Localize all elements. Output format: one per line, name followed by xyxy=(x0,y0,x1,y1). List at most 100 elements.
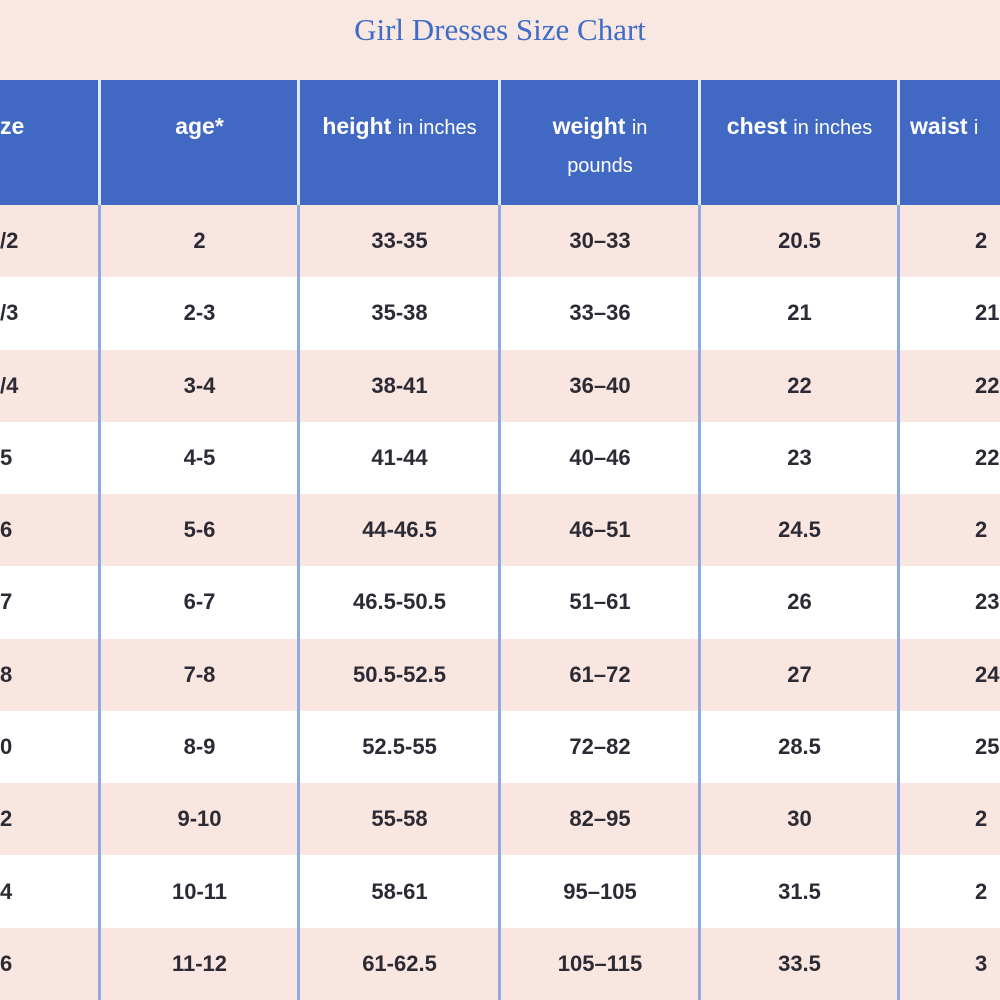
table-cell: 50.5-52.5 xyxy=(299,638,500,711)
table-cell: 52.5-55 xyxy=(299,710,500,784)
header-text: height in inches xyxy=(322,108,476,146)
table-cell: 7 xyxy=(0,566,102,639)
table-cell: 38-41 xyxy=(299,349,500,422)
header-text: weight in pounds xyxy=(536,108,664,184)
table-cell: 2 xyxy=(899,494,1000,567)
table-cell: 105–115 xyxy=(500,927,700,1000)
header-divider xyxy=(897,80,900,205)
table-cell: 0 xyxy=(0,710,102,784)
table-cell: 5 xyxy=(0,421,102,495)
table-cell: 4 xyxy=(0,855,102,928)
table-cell: 20.5 xyxy=(700,205,899,278)
table-cell: 22 xyxy=(899,421,1000,495)
column-divider xyxy=(498,205,501,1000)
table-cell: /4 xyxy=(0,349,102,422)
header-cell: ze xyxy=(0,80,102,205)
table-cell: 30–33 xyxy=(500,205,700,278)
table-cell: 24.5 xyxy=(700,494,899,567)
table-cell: 30 xyxy=(700,783,899,856)
table-cell: 31.5 xyxy=(700,855,899,928)
table-cell: 28.5 xyxy=(700,710,899,784)
table-cell: 2 xyxy=(899,205,1000,278)
table-cell: 2 xyxy=(899,855,1000,928)
chart-title: Girl Dresses Size Chart xyxy=(354,12,646,47)
column-divider xyxy=(897,205,900,1000)
table-cell: 8 xyxy=(0,638,102,711)
table-cell: 41-44 xyxy=(299,421,500,495)
table-cell: 72–82 xyxy=(500,710,700,784)
header-label: chest xyxy=(726,113,787,139)
header-unit: in pounds xyxy=(567,117,648,177)
table-cell: 11-12 xyxy=(100,927,299,1000)
table-cell: 46.5-50.5 xyxy=(299,566,500,639)
header-cell: age* xyxy=(100,80,299,205)
table-cell: 21. xyxy=(899,277,1000,350)
table-cell: 35-38 xyxy=(299,277,500,350)
table-cell: 95–105 xyxy=(500,855,700,928)
table-cell: 55-58 xyxy=(299,783,500,856)
table-cell: 9-10 xyxy=(100,783,299,856)
table-cell: 10-11 xyxy=(100,855,299,928)
table-cell: 61-62.5 xyxy=(299,927,500,1000)
table-cell: 36–40 xyxy=(500,349,700,422)
table-cell: 6 xyxy=(0,494,102,567)
table-cell: 24. xyxy=(899,638,1000,711)
table-cell: /2 xyxy=(0,205,102,278)
table-cell: 33.5 xyxy=(700,927,899,1000)
table-cell: 6 xyxy=(0,927,102,1000)
table-cell: 21 xyxy=(700,277,899,350)
header-label: height xyxy=(322,113,392,139)
table-cell: 26 xyxy=(700,566,899,639)
table-cell: 8-9 xyxy=(100,710,299,784)
table-cell: 33-35 xyxy=(299,205,500,278)
header-text: chest in inches xyxy=(727,108,872,146)
table-cell: 33–36 xyxy=(500,277,700,350)
table-cell: 40–46 xyxy=(500,421,700,495)
table-cell: 2-3 xyxy=(100,277,299,350)
table-cell: 6-7 xyxy=(100,566,299,639)
table-cell: 44-46.5 xyxy=(299,494,500,567)
header-text: waist i xyxy=(910,108,978,146)
header-divider xyxy=(297,80,300,205)
table-cell: 2 xyxy=(899,783,1000,856)
table-cell: 22 xyxy=(899,349,1000,422)
table-cell: 23 xyxy=(700,421,899,495)
header-divider xyxy=(98,80,101,205)
table-cell: 46–51 xyxy=(500,494,700,567)
header-cell: chest in inches xyxy=(700,80,899,205)
table-cell: 3 xyxy=(899,927,1000,1000)
header-unit: i xyxy=(973,117,979,139)
table-cell: /3 xyxy=(0,277,102,350)
table-cell: 3-4 xyxy=(100,349,299,422)
header-text: ze xyxy=(0,108,24,144)
header-unit: in inches xyxy=(793,117,873,139)
column-divider xyxy=(98,205,101,1000)
header-cell: weight in pounds xyxy=(500,80,700,205)
table-cell: 22 xyxy=(700,349,899,422)
table-cell: 2 xyxy=(100,205,299,278)
table-cell: 7-8 xyxy=(100,638,299,711)
table-cell: 23 xyxy=(899,566,1000,639)
table-cell: 25 xyxy=(899,710,1000,784)
header-label: waist xyxy=(910,113,968,139)
header-label: ze xyxy=(0,113,25,139)
table-cell: 27 xyxy=(700,638,899,711)
table-cell: 58-61 xyxy=(299,855,500,928)
header-label: weight xyxy=(552,113,626,139)
table-cell: 2 xyxy=(0,783,102,856)
header-cell: height in inches xyxy=(299,80,500,205)
header-divider xyxy=(698,80,701,205)
header-text: age* xyxy=(175,108,224,144)
header-label: age* xyxy=(175,113,224,139)
table-cell: 5-6 xyxy=(100,494,299,567)
column-divider xyxy=(698,205,701,1000)
header-divider xyxy=(498,80,501,205)
header-cell: waist i xyxy=(899,80,1000,205)
table-cell: 4-5 xyxy=(100,421,299,495)
header-unit: in inches xyxy=(397,117,477,139)
column-divider xyxy=(297,205,300,1000)
table-cell: 51–61 xyxy=(500,566,700,639)
table-cell: 82–95 xyxy=(500,783,700,856)
table-cell: 61–72 xyxy=(500,638,700,711)
